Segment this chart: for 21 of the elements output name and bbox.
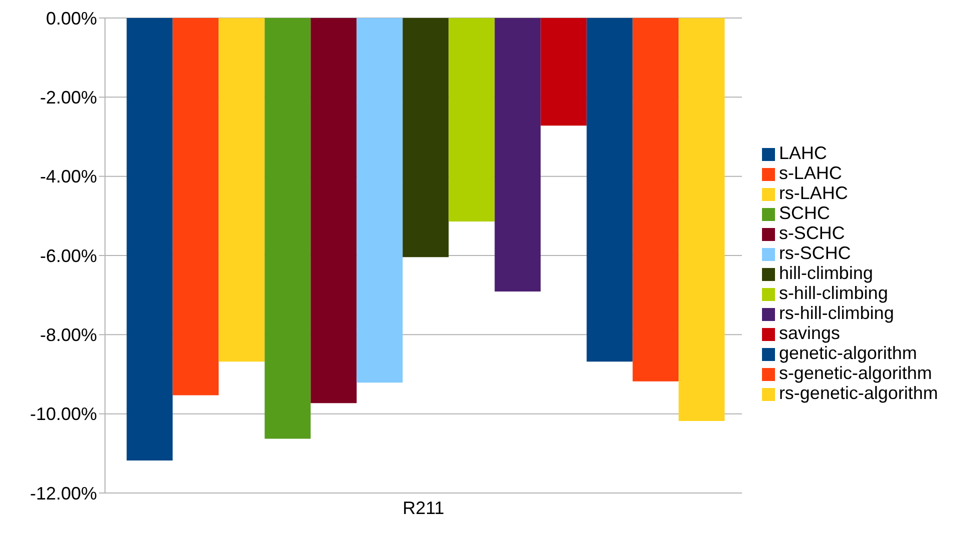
y-tick-label: -6.00%: [40, 246, 97, 266]
y-tick-label: -10.00%: [30, 404, 97, 424]
legend-label: LAHC: [778, 143, 827, 163]
legend-label: s-LAHC: [778, 163, 842, 183]
legend-label: rs-SCHC: [778, 243, 851, 263]
legend-label: s-SCHC: [778, 223, 845, 243]
y-tick-label: 0.00%: [46, 8, 97, 28]
legend-label: s-genetic-algorithm: [778, 363, 932, 383]
x-tick-label: R211: [402, 498, 444, 518]
y-tick-label: -12.00%: [30, 483, 97, 504]
y-tick-label: -4.00%: [40, 166, 97, 187]
y-tick-label: -8.00%: [40, 325, 97, 346]
legend-label: rs-genetic-algorithm: [778, 383, 938, 403]
legend-label: rs-LAHC: [778, 183, 848, 203]
legend-label: rs-hill-climbing: [778, 303, 894, 323]
legend-label: savings: [778, 323, 840, 343]
y-tick-label: -2.00%: [40, 88, 97, 108]
legend-label: hill-climbing: [778, 263, 873, 283]
legend-label: s-hill-climbing: [778, 283, 888, 303]
legend-label: genetic-algorithm: [778, 343, 918, 363]
legend-label: SCHC: [778, 203, 830, 223]
